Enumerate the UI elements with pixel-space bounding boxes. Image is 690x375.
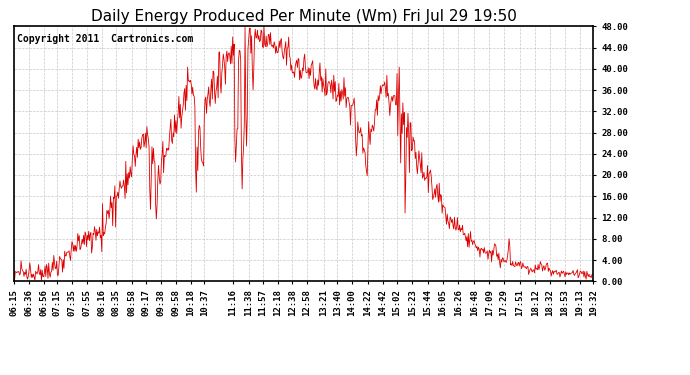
Text: Copyright 2011  Cartronics.com: Copyright 2011 Cartronics.com xyxy=(17,34,193,44)
Title: Daily Energy Produced Per Minute (Wm) Fri Jul 29 19:50: Daily Energy Produced Per Minute (Wm) Fr… xyxy=(90,9,517,24)
